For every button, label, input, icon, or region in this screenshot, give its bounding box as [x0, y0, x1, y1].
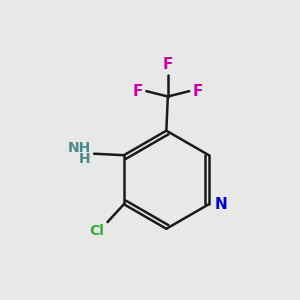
- Text: F: F: [163, 57, 173, 72]
- Text: H: H: [79, 152, 91, 166]
- Text: F: F: [133, 84, 143, 99]
- Text: N: N: [215, 197, 227, 212]
- Text: Cl: Cl: [90, 224, 105, 238]
- Text: NH: NH: [67, 141, 91, 155]
- Text: F: F: [192, 84, 203, 99]
